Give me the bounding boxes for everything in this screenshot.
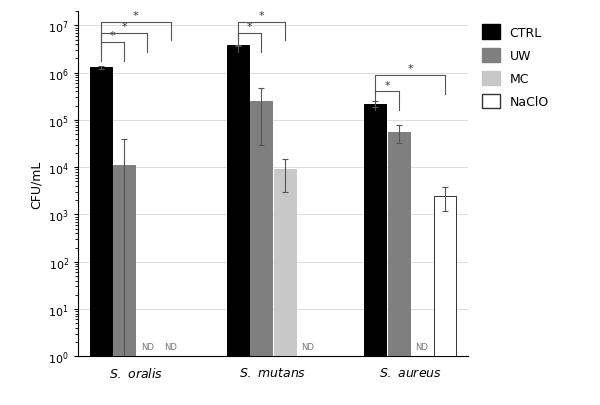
Text: *: *: [384, 81, 390, 91]
Bar: [227, 46, 249, 356]
Bar: [113, 166, 135, 356]
Text: *: *: [259, 11, 264, 21]
Text: *: *: [247, 22, 253, 32]
Text: *: *: [121, 22, 127, 32]
Text: ND: ND: [141, 342, 154, 351]
Bar: [90, 68, 112, 356]
Text: *: *: [133, 11, 139, 21]
Text: ND: ND: [302, 342, 314, 351]
Bar: [434, 196, 456, 356]
Bar: [250, 102, 272, 356]
Bar: [364, 104, 386, 356]
Text: *: *: [407, 64, 413, 74]
Text: ND: ND: [416, 342, 428, 351]
Bar: [388, 133, 410, 356]
Text: *: *: [110, 31, 115, 41]
Legend: CTRL, UW, MC, NaClO: CTRL, UW, MC, NaClO: [482, 25, 549, 109]
Bar: [274, 170, 296, 356]
Y-axis label: CFU/mL: CFU/mL: [29, 160, 43, 209]
Text: ND: ND: [164, 342, 177, 351]
